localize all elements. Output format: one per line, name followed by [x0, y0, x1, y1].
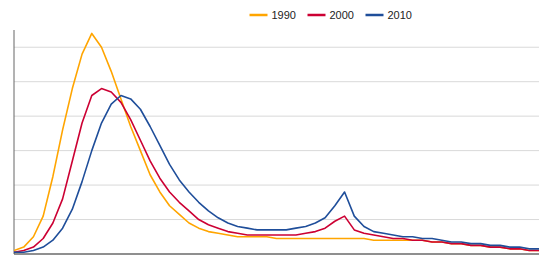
series-line [14, 95, 539, 252]
legend-swatch [250, 14, 268, 17]
legend-label: 2000 [330, 9, 354, 21]
grid-line [14, 116, 539, 117]
series-line [14, 89, 539, 253]
legend-swatch [308, 14, 326, 17]
legend-swatch [366, 14, 384, 17]
series-line [14, 33, 539, 250]
series-lines [14, 33, 539, 252]
legend-label: 2010 [388, 9, 412, 21]
grid-line [14, 254, 539, 255]
y-axis-line [14, 30, 15, 254]
legend-label: 1990 [272, 9, 296, 21]
grid-line [14, 185, 539, 186]
legend: 1990 2000 2010 [250, 9, 412, 21]
x-axis-line [14, 254, 539, 255]
chart: 1990 2000 2010 [0, 0, 553, 266]
grid-line [14, 47, 539, 48]
grid-line [14, 219, 539, 220]
grid [14, 47, 539, 254]
grid-line [14, 81, 539, 82]
